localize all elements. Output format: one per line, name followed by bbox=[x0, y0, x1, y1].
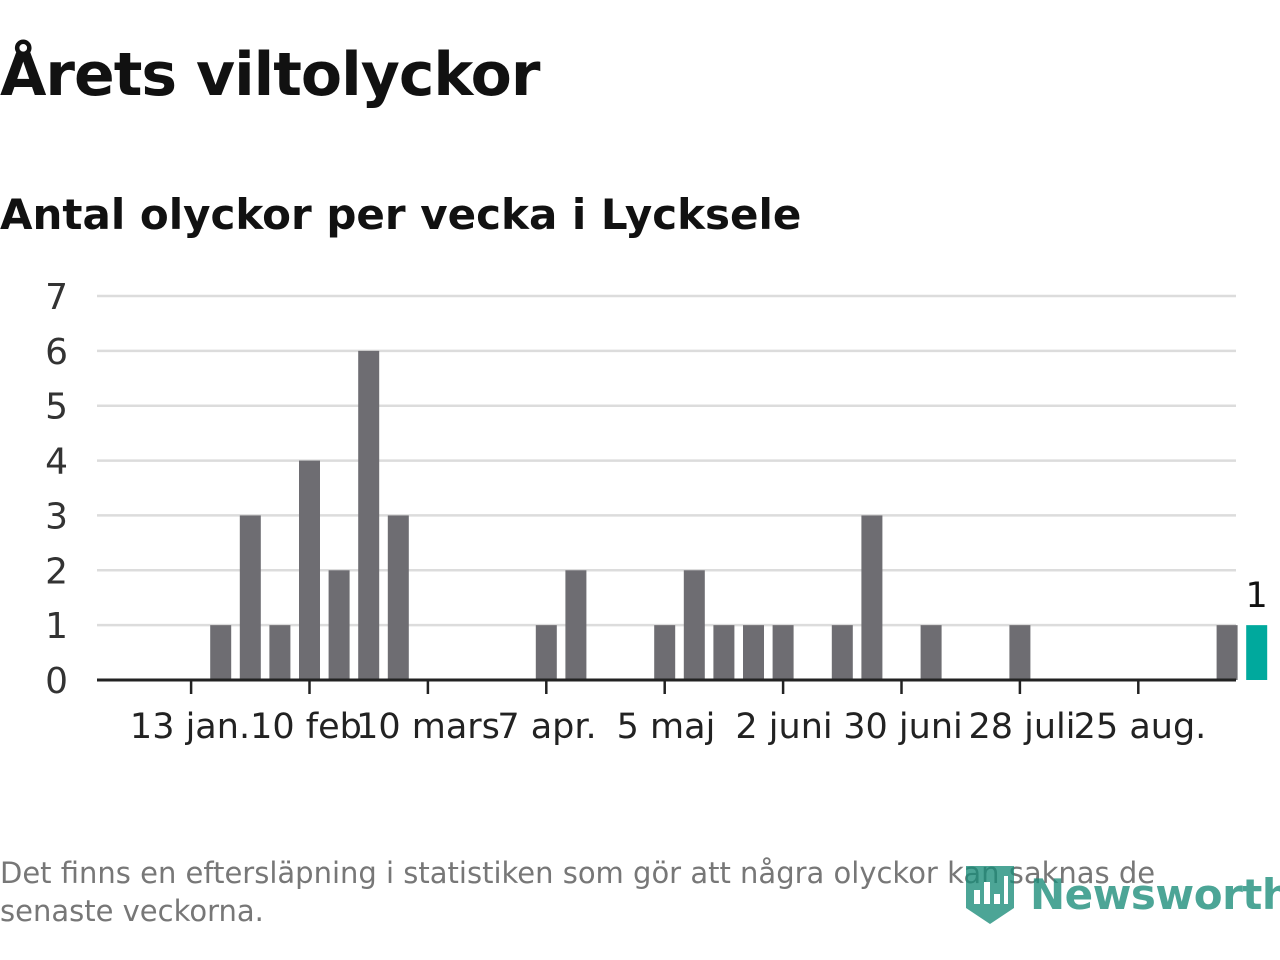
x-tick-label: 13 jan. bbox=[130, 707, 250, 747]
x-tick-label: 2 juni bbox=[735, 707, 832, 747]
bar bbox=[743, 625, 764, 680]
bar bbox=[654, 625, 676, 680]
chart-title: Årets viltolyckor bbox=[0, 40, 540, 110]
highlight-data-label: 1 bbox=[1246, 576, 1268, 616]
bar bbox=[210, 625, 232, 680]
bar bbox=[831, 625, 853, 680]
bar bbox=[328, 570, 350, 680]
x-tick-label: 25 aug. bbox=[1074, 707, 1207, 747]
x-tick-label: 10 feb bbox=[250, 707, 362, 747]
bars bbox=[210, 350, 1268, 680]
bar bbox=[1009, 625, 1031, 680]
bar bbox=[535, 625, 557, 680]
y-tick-label: 5 bbox=[45, 387, 68, 428]
data-labels: 1 bbox=[1243, 573, 1271, 619]
gridlines bbox=[97, 294, 1236, 627]
x-tick-label: 5 maj bbox=[617, 707, 716, 747]
bar bbox=[239, 515, 261, 680]
y-tick-label: 4 bbox=[45, 442, 68, 483]
bar bbox=[772, 625, 794, 680]
x-tick-label: 30 juni bbox=[843, 707, 962, 747]
y-tick-label: 3 bbox=[45, 496, 68, 537]
y-axis-labels: 0 1 2 3 4 5 6 7 bbox=[45, 277, 68, 702]
bar bbox=[683, 570, 705, 680]
bar bbox=[358, 350, 380, 680]
bar bbox=[713, 625, 735, 680]
x-tick-label: 7 apr. bbox=[497, 707, 596, 747]
brand-name: Newsworthy bbox=[1030, 869, 1280, 919]
bar bbox=[920, 625, 942, 680]
y-tick-label: 2 bbox=[45, 551, 68, 592]
brand-logo: Newsworthy bbox=[962, 862, 1280, 926]
chart-subtitle: Antal olyckor per vecka i Lycksele bbox=[0, 190, 802, 239]
y-tick-label: 1 bbox=[45, 606, 68, 647]
bar bbox=[299, 460, 320, 680]
newsworthy-logo-icon bbox=[966, 866, 1014, 924]
y-tick-label: 6 bbox=[45, 332, 68, 373]
y-tick-label: 0 bbox=[45, 661, 68, 702]
bar bbox=[1216, 625, 1238, 680]
x-tick-label: 28 juli bbox=[968, 707, 1075, 747]
bar-highlight bbox=[1246, 625, 1268, 680]
y-tick-label: 7 bbox=[45, 277, 68, 318]
x-tick-label: 10 mars bbox=[356, 707, 500, 747]
bar bbox=[269, 625, 291, 680]
bar bbox=[861, 515, 883, 680]
bar bbox=[565, 570, 587, 680]
bar bbox=[387, 515, 409, 680]
footnote: Det finns en eftersläpning i statistiken… bbox=[0, 856, 1156, 928]
